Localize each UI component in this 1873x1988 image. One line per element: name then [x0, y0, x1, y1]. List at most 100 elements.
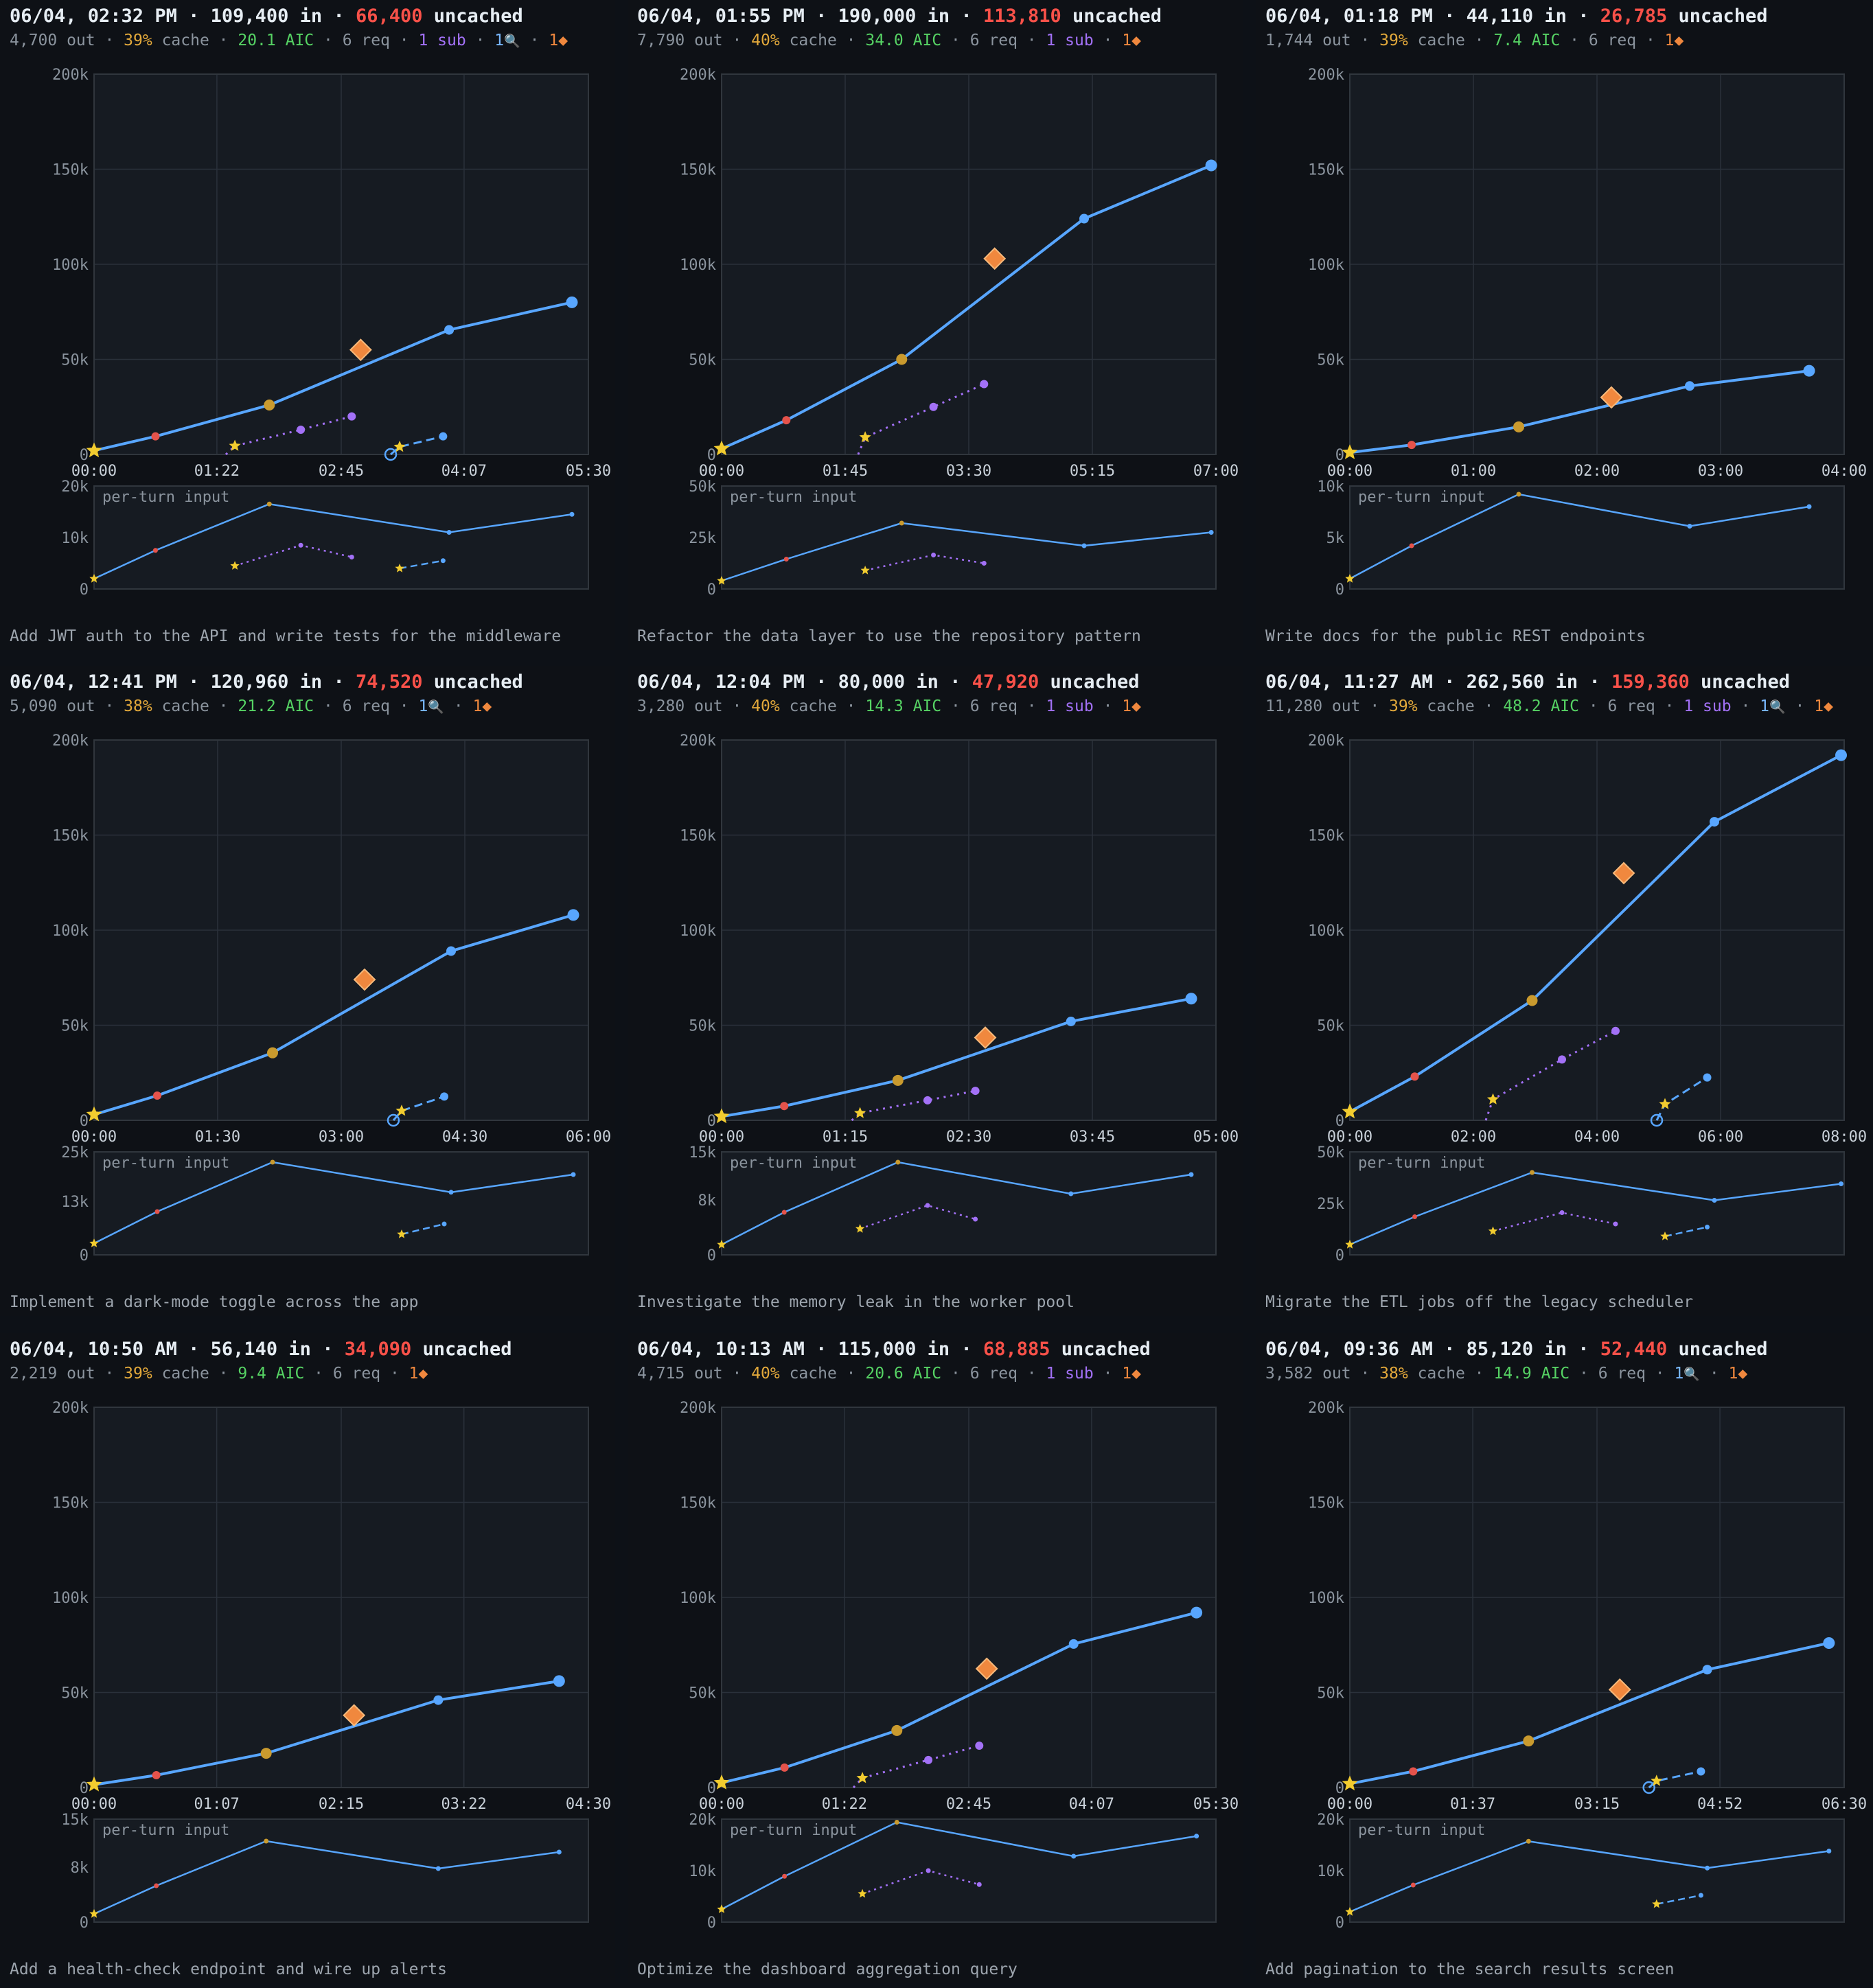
main-point — [782, 416, 791, 425]
x-tick-label: 01:37 — [1450, 1796, 1495, 1813]
input-tokens: 80,000 in — [838, 671, 939, 693]
session-start-star — [1342, 1775, 1358, 1791]
per-turn-point — [569, 511, 575, 517]
session-stats: 7,790 out · 40% cache · 34.0 AIC · 6 req… — [637, 32, 1141, 49]
separator: · — [1432, 5, 1467, 27]
per-turn-y-tick-label: 15k — [61, 1812, 89, 1829]
x-tick-label: 02:30 — [946, 1129, 991, 1146]
per-turn-subagent-star — [855, 1224, 865, 1233]
x-tick-label: 08:00 — [1822, 1129, 1867, 1146]
token-chart: 0 50k 100k 150k 200k 00:00 01:22 02:45 04:07 05:3… — [52, 67, 611, 599]
separator: · — [1464, 32, 1494, 49]
separator: · — [1432, 1339, 1467, 1360]
search-origin-marker — [384, 448, 398, 461]
separator: · — [804, 671, 838, 693]
main-point — [264, 399, 275, 411]
subagent-count: 1 sub — [1046, 32, 1094, 49]
y-tick-label: 150k — [1308, 162, 1344, 179]
session-card: 06/04, 10:50 AM · 56,140 in · 34,090 unc… — [0, 1333, 615, 1983]
aic-value: 9.4 AIC — [238, 1365, 305, 1383]
separator: · — [1351, 32, 1380, 49]
y-tick-label: 200k — [52, 1400, 89, 1417]
y-tick-label: 200k — [1308, 1400, 1344, 1417]
subagent-count: 1 sub — [1684, 697, 1732, 715]
search-count: 1🔍 — [418, 697, 445, 715]
separator: · — [176, 1339, 211, 1360]
per-turn-start-star — [1345, 1907, 1355, 1916]
per-turn-point — [270, 1159, 275, 1165]
cache-percent: 39% — [1389, 697, 1418, 715]
session-start-star — [86, 442, 102, 458]
cache-percent: 40% — [751, 1365, 780, 1383]
x-tick-label: 03:00 — [319, 1129, 364, 1146]
y-tick-label: 0 — [80, 1113, 89, 1130]
y-tick-label: 50k — [61, 352, 89, 369]
subagent-point — [923, 1096, 932, 1105]
x-tick-label: 02:45 — [946, 1796, 991, 1813]
aic-value: 14.9 AIC — [1493, 1365, 1570, 1383]
subagent-start-star — [856, 1772, 869, 1783]
search-series-line — [1648, 1770, 1701, 1789]
plot-frame — [1349, 739, 1845, 1121]
main-point — [896, 354, 908, 365]
x-tick-label: 00:00 — [71, 1796, 117, 1813]
per-turn-subagent-point — [976, 1882, 982, 1887]
uncached-tokens: 34,090 — [344, 1339, 412, 1360]
per-turn-start-star — [89, 574, 99, 583]
session-stats: 5,090 out · 38% cache · 21.2 AIC · 6 req… — [10, 697, 492, 715]
y-tick-label: 100k — [52, 923, 89, 940]
cache-percent: 40% — [751, 697, 780, 715]
plot-frame — [1349, 1407, 1845, 1788]
per-turn-point — [154, 1883, 159, 1888]
x-tick-label: 03:15 — [1574, 1796, 1620, 1813]
per-turn-point — [1826, 1849, 1832, 1853]
main-point — [1526, 995, 1538, 1006]
per-turn-plot-area — [1349, 1818, 1845, 1923]
main-point — [152, 1770, 161, 1779]
x-tick-label: 03:22 — [441, 1796, 487, 1813]
request-count: 6 req — [969, 32, 1018, 49]
main-point — [1409, 1767, 1418, 1776]
uncached-label: uncached — [1667, 5, 1768, 27]
diamond-count: 1◆ — [549, 32, 568, 49]
per-turn-y-tick-label: 20k — [1317, 1812, 1344, 1829]
y-tick-label: 100k — [1308, 923, 1344, 940]
separator: · — [304, 1365, 333, 1383]
per-turn-search-star — [1652, 1899, 1662, 1908]
main-point — [1066, 1016, 1076, 1026]
cache-percent: 39% — [124, 1365, 152, 1383]
per-turn-plot-area — [93, 1818, 589, 1923]
main-point — [566, 296, 578, 308]
main-point — [433, 1695, 444, 1705]
session-datetime: 06/04, 12:04 PM — [637, 671, 805, 693]
x-tick-label: 04:52 — [1697, 1796, 1743, 1813]
per-turn-y-tick-label: 0 — [1335, 1247, 1344, 1264]
main-point — [267, 1047, 278, 1059]
separator: · — [1474, 697, 1504, 715]
x-tick-label: 04:00 — [1574, 1129, 1620, 1146]
per-turn-y-tick-label: 50k — [689, 478, 716, 496]
per-turn-search-point — [440, 558, 446, 564]
per-turn-y-tick-label: 50k — [1317, 1144, 1344, 1161]
per-turn-y-tick-label: 25k — [689, 530, 716, 547]
plot-frame — [721, 1407, 1217, 1788]
separator: · — [950, 1339, 983, 1360]
subagent-point — [924, 1755, 933, 1764]
task-description: Add JWT auth to the API and write tests … — [10, 627, 562, 645]
session-stats: 1,744 out · 39% cache · 7.4 AIC · 6 req … — [1265, 32, 1684, 49]
x-tick-label: 06:00 — [1698, 1129, 1743, 1146]
session-datetime: 06/04, 09:36 AM — [1265, 1339, 1433, 1360]
per-turn-point — [264, 1838, 269, 1844]
per-turn-y-tick-label: 0 — [80, 1247, 89, 1264]
session-header: 06/04, 09:36 AM · 85,120 in · 52,440 unc… — [1265, 1339, 1768, 1360]
x-tick-label: 01:15 — [823, 1129, 868, 1146]
per-turn-y-tick-label: 10k — [1317, 478, 1344, 496]
separator: · — [322, 671, 356, 693]
diamond-marker — [975, 1657, 998, 1680]
per-turn-y-tick-label: 5k — [1326, 530, 1345, 547]
separator: · — [1566, 5, 1600, 27]
diamond-count: 1◆ — [1122, 1365, 1141, 1383]
separator: · — [1645, 1365, 1675, 1383]
output-tokens: 4,715 out — [637, 1365, 723, 1383]
per-turn-search-point — [1705, 1225, 1710, 1229]
